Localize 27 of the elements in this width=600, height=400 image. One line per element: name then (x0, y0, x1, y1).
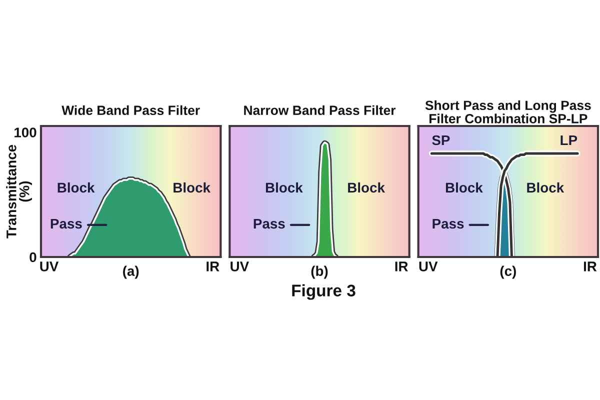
y-tick-label: 0 (30, 252, 36, 262)
x-tick-label: UV (230, 262, 249, 272)
annotation: Block (446, 182, 483, 193)
annotation: Pass (254, 218, 285, 229)
y-axis-title: Transmittance (%) (6, 144, 32, 238)
x-tick-label: IR (395, 262, 408, 272)
annotation: Block (58, 182, 95, 193)
x-tick-label: UV (40, 262, 59, 272)
x-axis-title: (b) (311, 266, 328, 279)
series-label: SP (432, 135, 450, 146)
annotation: Block (348, 182, 385, 193)
y-tick-label: 100 (14, 128, 36, 138)
x-tick-label: IR (206, 262, 220, 272)
chart-title: Wide Band Pass Filter (62, 105, 200, 116)
annotation: Pass (432, 218, 464, 229)
x-axis-title: (a) (123, 266, 139, 279)
chart-title: Narrow Band Pass Filter (244, 105, 396, 116)
x-tick-label: UV (419, 262, 438, 272)
caption: Figure 3 (292, 284, 356, 300)
series-label: LP (560, 135, 578, 146)
x-tick-label: IR (584, 262, 597, 272)
chart-title: Short Pass and Long Pass Filter Combination SP-LP (425, 100, 591, 124)
x-axis-title: (c) (500, 266, 516, 279)
annotation: Block (266, 182, 303, 193)
annotation: Block (527, 182, 564, 193)
annotation: Pass (50, 218, 82, 229)
annotation: Block (174, 182, 211, 193)
